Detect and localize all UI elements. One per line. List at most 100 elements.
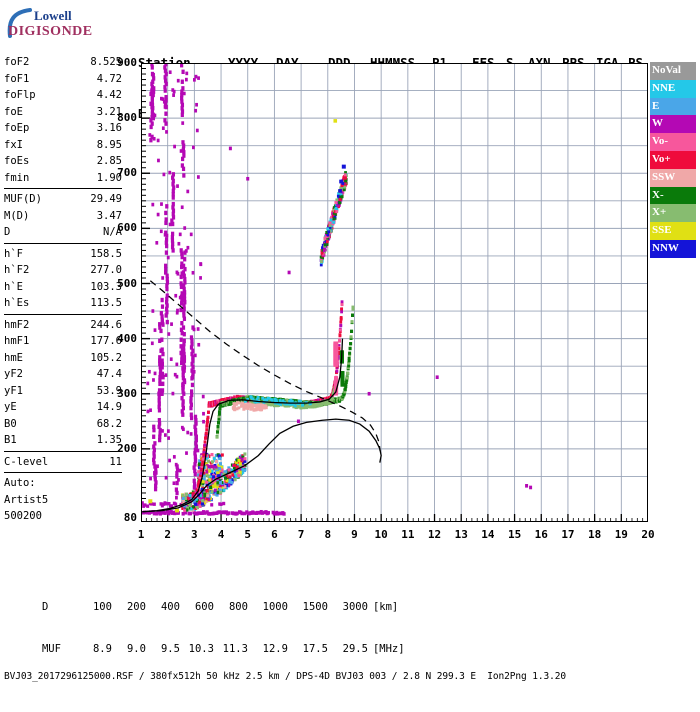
legend-item-nne[interactable]: NNE [650, 79, 696, 98]
footer-label-d: D [41, 601, 49, 613]
y-tick-900: 900 [117, 56, 137, 69]
ionogram-plot[interactable] [141, 63, 648, 522]
param-auto-line: Artist5 [4, 493, 49, 506]
param-row: h`E 103.3 [4, 279, 122, 296]
param-value: 103.3 [90, 280, 122, 293]
legend-item-x-[interactable]: X+ [650, 204, 696, 223]
param-key: fmin [4, 171, 30, 184]
param-key: hmF1 [4, 335, 30, 347]
param-group-0: foF2 8.525 foF1 4.72 foFlp 4.42 foE 3.21 foEp 3.1… [4, 54, 122, 186]
param-row: h`F 158.5 [4, 246, 122, 263]
x-axis-labels: 1 2 3 4 5 6 7 8 9 10 11 12 13 14 15 16 17 18 19 20 [138, 528, 655, 544]
footer-muf-6: 17.5 [302, 643, 328, 655]
param-value: 11 [109, 455, 122, 468]
legend-item-x-[interactable]: X- [650, 186, 696, 205]
param-row: hmE 105.2 [4, 350, 122, 367]
y-axis-labels: 80 200 300 400 500 600 700 800 900 [99, 57, 137, 523]
legend-item-vo-[interactable]: Vo+ [650, 150, 696, 169]
param-divider [4, 242, 122, 244]
x-tick-14: 14 [481, 528, 495, 541]
y-tick-300: 300 [117, 386, 137, 400]
ionogram-canvas[interactable] [141, 63, 648, 522]
footer-d-4: 800 [228, 601, 248, 613]
x-tick-20: 20 [641, 528, 655, 541]
footer-muf-5: 12.9 [262, 643, 288, 655]
param-value: 68.2 [96, 417, 122, 430]
legend-item-noval[interactable]: NoVal [650, 62, 696, 80]
param-key: B0 [4, 417, 17, 430]
param-row: h`Es 113.5 [4, 295, 122, 312]
param-group-3: hmF2 244.6 hmF1 177.6 hmE 105.2 yF2 47.4 yF1 53.9… [4, 317, 122, 449]
footer-unit-mhz: [MHz] [372, 643, 405, 655]
param-row: yF1 53.9 [4, 383, 122, 400]
x-tick-3: 3 [191, 528, 198, 541]
footer-muf-1: 9.0 [126, 643, 146, 655]
legend-item-vo-[interactable]: Vo- [650, 133, 696, 151]
ionogram-parameter-table: foF2 8.525 foF1 4.72 foFlp 4.42 foE 3.21 foEp 3.1… [4, 54, 122, 525]
reflection-branch-curve [142, 418, 382, 513]
param-row: D N/A [4, 224, 122, 241]
param-divider [4, 450, 122, 452]
footer-d-0: 100 [92, 601, 112, 613]
footer-muf-4: 11.3 [222, 643, 248, 655]
polarization-legend: NoVal NNE E W Vo- Vo+ SSW X- X+ SSE NNW [650, 62, 696, 258]
param-value: 8.95 [96, 138, 122, 151]
footer-info: D 100 200 400 600 800 1000 1500 3000 [km] MUF 8.9 9… [4, 558, 566, 712]
logo-word-digisonde: DIGISONDE [8, 24, 93, 39]
param-row: MUF(D) 29.49 [4, 191, 122, 208]
param-group-4: C-level 11 [4, 454, 122, 471]
x-tick-10: 10 [374, 528, 388, 541]
param-key: foF1 [4, 72, 30, 85]
param-key: hmF2 [4, 318, 30, 331]
legend-item-w[interactable]: W [650, 115, 696, 134]
x-tick-5: 5 [244, 528, 252, 541]
footer-row-muf: MUF 8.9 9.0 9.5 10.3 11.3 12.9 17.5 29.5 [MHz] [4, 628, 566, 655]
param-row: foF1 4.72 [4, 71, 122, 88]
x-tick-16: 16 [534, 528, 548, 541]
footer-d-5: 1000 [262, 601, 288, 613]
plot-frame [141, 63, 648, 522]
y-tick-700: 700 [117, 166, 137, 180]
param-key: h`E [4, 280, 23, 293]
param-row: C-level 11 [4, 454, 122, 471]
param-value: 29.49 [90, 193, 122, 205]
footer-muf-0: 8.9 [92, 643, 112, 655]
param-key: foF2 [4, 56, 30, 68]
param-row: foEs 2.85 [4, 153, 122, 170]
param-row: B1 1.35 [4, 432, 122, 449]
param-value: 3.47 [96, 209, 122, 222]
x-tick-11: 11 [401, 528, 415, 541]
legend-item-nnw[interactable]: NNW [650, 239, 696, 258]
param-auto-line: 500200 [4, 510, 42, 522]
x-tick-18: 18 [588, 528, 602, 541]
param-value: 53.9 [96, 384, 122, 397]
param-value: 277.0 [90, 264, 122, 276]
param-row: foFlp 4.42 [4, 87, 122, 104]
legend-item-e[interactable]: E [650, 97, 696, 116]
y-tick-400: 400 [117, 331, 137, 345]
param-key: B1 [4, 434, 17, 446]
param-value: 1.90 [96, 171, 122, 184]
legend-item-ssw[interactable]: SSW [650, 168, 696, 187]
x-tick-1: 1 [137, 528, 145, 541]
x-tick-17: 17 [561, 528, 575, 541]
param-key: fxI [4, 138, 23, 151]
legend-item-sse[interactable]: SSE [650, 222, 696, 240]
param-value: 4.72 [96, 72, 122, 85]
param-key: foFlp [4, 89, 36, 101]
x-tick-15: 15 [507, 528, 522, 541]
echo-scatter [141, 63, 533, 516]
param-row: foEp 3.16 [4, 120, 122, 137]
footer-row-distance: D 100 200 400 600 800 1000 1500 3000 [km] [4, 586, 566, 613]
muf-dashed-curve [149, 280, 381, 452]
footer-muf-3: 10.3 [188, 643, 214, 655]
param-divider [4, 188, 122, 189]
param-key: h`F2 [4, 264, 30, 276]
param-row: fxI 8.95 [4, 137, 122, 154]
y-tick-600: 600 [117, 221, 137, 235]
param-row: M(D) 3.47 [4, 208, 122, 225]
param-value: 8.525 [90, 56, 122, 68]
param-row: foF2 8.525 [4, 54, 122, 71]
footer-unit-km: [km] [372, 601, 399, 613]
x-tick-9: 9 [351, 528, 358, 541]
